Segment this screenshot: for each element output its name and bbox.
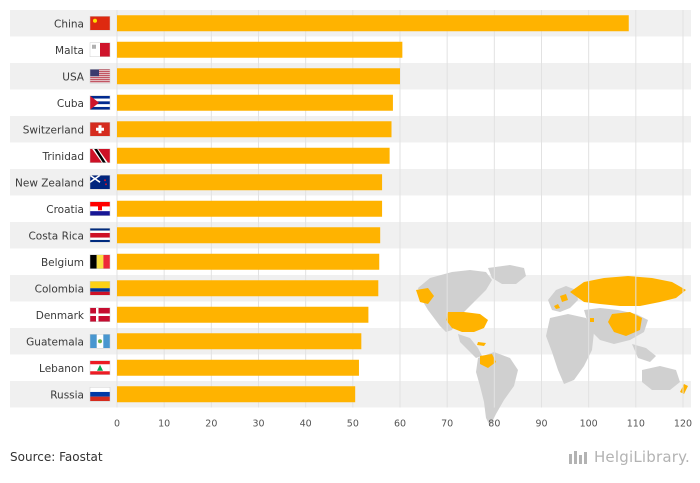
x-tick-label: 0 xyxy=(114,419,120,430)
brand-logo: HelgiLibrary. xyxy=(568,448,690,466)
category-label: Cuba xyxy=(57,98,84,110)
x-tick-label: 120 xyxy=(674,419,692,430)
bar-china xyxy=(117,15,629,32)
category-label: Malta xyxy=(55,45,84,57)
source-note: Source: Faostat xyxy=(10,450,103,464)
flag-usa-icon xyxy=(89,69,111,84)
world-map-illustration xyxy=(416,265,688,426)
flag-new-zealand-icon xyxy=(89,174,111,190)
x-tick-label: 80 xyxy=(488,419,500,430)
category-labels: China Malta USA Cuba Switzerland Trinidad New … xyxy=(15,18,85,401)
bar-new-zealand xyxy=(117,174,383,191)
flag-trinidad-icon xyxy=(89,148,111,163)
bar-denmark xyxy=(117,306,369,323)
x-tick-label: 20 xyxy=(205,419,217,430)
x-tick-label: 30 xyxy=(252,419,264,430)
x-tick-label: 100 xyxy=(580,419,598,430)
flag-costa-rica-icon xyxy=(89,228,111,243)
x-tick-label: 40 xyxy=(300,419,312,430)
flag-malta-icon xyxy=(89,42,111,57)
flag-belgium-icon xyxy=(89,254,111,269)
bar-croatia xyxy=(117,200,383,217)
flag-russia-icon xyxy=(89,387,111,402)
category-label: New Zealand xyxy=(15,177,84,189)
category-label: Lebanon xyxy=(39,363,84,375)
x-axis-tick-labels: 0 10 20 30 40 50 60 70 80 90 100 110 120 xyxy=(114,419,692,430)
bar-trinidad xyxy=(117,147,390,164)
flag-cuba-icon xyxy=(89,95,111,110)
country-flags xyxy=(89,16,111,402)
library-icon xyxy=(568,451,587,464)
category-label: USA xyxy=(62,71,85,83)
x-tick-label: 10 xyxy=(158,419,170,430)
bar-costa-rica xyxy=(117,227,381,244)
bar-lebanon xyxy=(117,359,359,376)
flag-china-icon xyxy=(89,16,111,31)
bars xyxy=(117,15,629,403)
bar-belgium xyxy=(117,253,380,270)
category-label: Guatemala xyxy=(26,336,84,348)
category-label: Belgium xyxy=(41,257,84,269)
bar-colombia xyxy=(117,280,379,297)
category-label: Colombia xyxy=(35,283,84,295)
bar-cuba xyxy=(117,94,393,111)
bar-russia xyxy=(117,386,356,403)
flag-denmark-icon xyxy=(89,307,111,322)
category-label: Trinidad xyxy=(42,151,84,163)
x-tick-label: 70 xyxy=(441,419,453,430)
bar-malta xyxy=(117,41,403,58)
flag-lebanon-icon xyxy=(89,360,111,375)
flag-guatemala-icon xyxy=(89,334,111,349)
flag-croatia-icon xyxy=(89,201,111,216)
category-label: Russia xyxy=(50,389,84,401)
flag-colombia-icon xyxy=(89,281,111,296)
bar-guatemala xyxy=(117,333,362,350)
x-tick-label: 60 xyxy=(394,419,406,430)
flag-switzerland-icon xyxy=(89,122,111,137)
category-label: China xyxy=(54,18,84,30)
category-label: Switzerland xyxy=(23,124,84,136)
bar-chart: China Malta USA Cuba Switzerland Trinidad New … xyxy=(10,10,692,430)
bar-usa xyxy=(117,68,400,85)
x-tick-label: 50 xyxy=(347,419,359,430)
category-label: Costa Rica xyxy=(28,230,84,242)
brand-name: HelgiLibrary. xyxy=(593,448,690,466)
x-tick-label: 110 xyxy=(627,419,645,430)
category-label: Croatia xyxy=(46,204,84,216)
bar-switzerland xyxy=(117,121,392,138)
x-tick-label: 90 xyxy=(535,419,547,430)
category-label: Denmark xyxy=(36,310,85,322)
